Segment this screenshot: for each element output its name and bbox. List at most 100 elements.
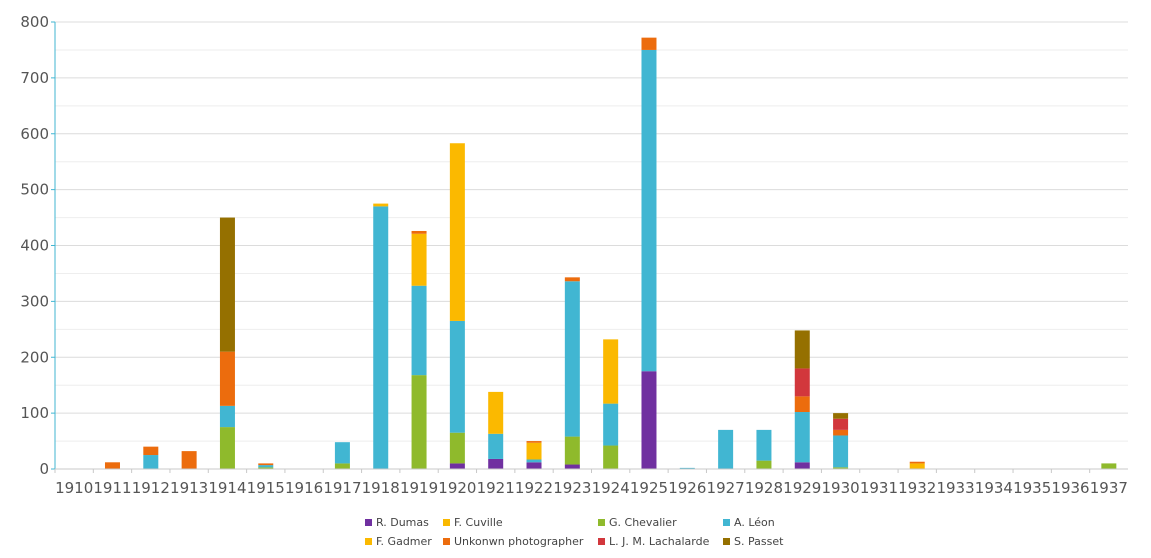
x-tick-label: 1923 bbox=[553, 479, 591, 497]
bar-segment bbox=[603, 403, 619, 446]
x-tick-label: 1933 bbox=[936, 479, 974, 497]
bar-segment bbox=[526, 441, 542, 443]
legend-swatch bbox=[443, 519, 450, 526]
bar-segment bbox=[679, 467, 695, 469]
bar-segment bbox=[564, 277, 580, 282]
x-tick-label: 1931 bbox=[860, 479, 898, 497]
bar-segment bbox=[219, 217, 235, 352]
bar-segment bbox=[411, 375, 427, 469]
bar-segment bbox=[219, 351, 235, 406]
bar-segment bbox=[181, 451, 197, 469]
bar-segment bbox=[258, 467, 274, 469]
bar-segment bbox=[909, 461, 925, 464]
x-tick-label: 1914 bbox=[208, 479, 246, 497]
bar-group bbox=[104, 37, 1117, 469]
bar-segment bbox=[411, 230, 427, 234]
x-tick-label: 1917 bbox=[323, 479, 361, 497]
legend-swatch bbox=[598, 538, 605, 545]
x-tick-label: 1928 bbox=[745, 479, 783, 497]
legend-label: R. Dumas bbox=[376, 516, 429, 529]
bar-segment bbox=[564, 464, 580, 469]
legend-swatch bbox=[723, 519, 730, 526]
y-tick-label: 800 bbox=[20, 13, 49, 31]
bar-segment bbox=[258, 463, 274, 466]
x-tick-label: 1915 bbox=[247, 479, 285, 497]
x-tick-label: 1922 bbox=[515, 479, 553, 497]
x-tick-label: 1927 bbox=[707, 479, 745, 497]
legend-label: F. Gadmer bbox=[376, 535, 432, 548]
bar-segment bbox=[143, 446, 159, 456]
x-tick-label: 1910 bbox=[55, 479, 93, 497]
bar-segment bbox=[564, 281, 580, 437]
bar-segment bbox=[833, 435, 849, 468]
bar-segment bbox=[449, 432, 465, 464]
legend-swatch bbox=[598, 519, 605, 526]
x-tick-label: 1924 bbox=[592, 479, 630, 497]
legend-label: F. Cuville bbox=[454, 516, 503, 529]
bar-segment bbox=[258, 465, 274, 468]
bar-segment bbox=[564, 436, 580, 465]
x-tick-label: 1930 bbox=[821, 479, 859, 497]
bar-segment bbox=[488, 391, 504, 434]
y-tick-label: 600 bbox=[20, 125, 49, 143]
bar-segment bbox=[219, 405, 235, 428]
legend-label: G. Chevalier bbox=[609, 516, 677, 529]
grid-lines bbox=[55, 21, 1128, 442]
x-tick-label: 1919 bbox=[400, 479, 438, 497]
bar-segment bbox=[794, 368, 810, 397]
bar-segment bbox=[526, 442, 542, 460]
bar-segment bbox=[794, 330, 810, 369]
y-tick-label: 400 bbox=[20, 237, 49, 255]
bar-segment bbox=[526, 459, 542, 463]
bar-segment bbox=[373, 206, 389, 469]
bar-segment bbox=[603, 445, 619, 469]
y-tick-label: 500 bbox=[20, 181, 49, 199]
bar-segment bbox=[334, 463, 350, 469]
y-tick-label: 0 bbox=[39, 460, 49, 478]
bar-segment bbox=[488, 458, 504, 469]
x-tick-label: 1913 bbox=[170, 479, 208, 497]
legend-label: L. J. M. Lachalarde bbox=[609, 535, 710, 548]
bar-segment bbox=[411, 233, 427, 286]
x-tick-label: 1935 bbox=[1013, 479, 1051, 497]
bar-segment bbox=[526, 462, 542, 469]
bar-segment bbox=[641, 371, 657, 469]
x-tick-label: 1911 bbox=[93, 479, 131, 497]
x-tick-label: 1932 bbox=[898, 479, 936, 497]
legend-swatch bbox=[443, 538, 450, 545]
x-axis: 1910 1911 1912 1913 1914 1915 1916 1917 1918 1919… bbox=[54, 468, 1128, 497]
x-tick-label: 1920 bbox=[438, 479, 476, 497]
bar-segment bbox=[449, 320, 465, 433]
bar-segment bbox=[833, 418, 849, 430]
bar-segment bbox=[143, 455, 159, 469]
y-tick-label: 100 bbox=[20, 404, 49, 422]
x-tick-label: 1929 bbox=[783, 479, 821, 497]
x-tick-label: 1926 bbox=[668, 479, 706, 497]
legend-swatch bbox=[723, 538, 730, 545]
bar-segment bbox=[603, 339, 619, 404]
bar-segment bbox=[833, 467, 849, 469]
bar-segment bbox=[219, 427, 235, 469]
x-tick-label: 1934 bbox=[975, 479, 1013, 497]
bar-segment bbox=[1101, 463, 1117, 469]
legend-swatch bbox=[365, 519, 372, 526]
x-tick-label: 1916 bbox=[285, 479, 323, 497]
bar-segment bbox=[488, 433, 504, 459]
bar-segment bbox=[794, 412, 810, 463]
bar-segment bbox=[794, 462, 810, 469]
bar-segment bbox=[909, 463, 925, 469]
x-tick-label: 1937 bbox=[1090, 479, 1128, 497]
x-tick-label: 1921 bbox=[477, 479, 515, 497]
bar-segment bbox=[373, 203, 389, 207]
legend-swatch bbox=[365, 538, 372, 545]
bar-segment bbox=[718, 429, 734, 469]
y-tick-label: 700 bbox=[20, 69, 49, 87]
y-tick-label: 200 bbox=[20, 348, 49, 366]
legend-label: S. Passet bbox=[734, 535, 784, 548]
x-tick-label: 1912 bbox=[132, 479, 170, 497]
x-tick-label: 1918 bbox=[362, 479, 400, 497]
bar-segment bbox=[449, 143, 465, 321]
y-axis: 0 100 200 300 400 500 600 700 800 bbox=[20, 13, 56, 478]
y-tick-label: 300 bbox=[20, 292, 49, 310]
